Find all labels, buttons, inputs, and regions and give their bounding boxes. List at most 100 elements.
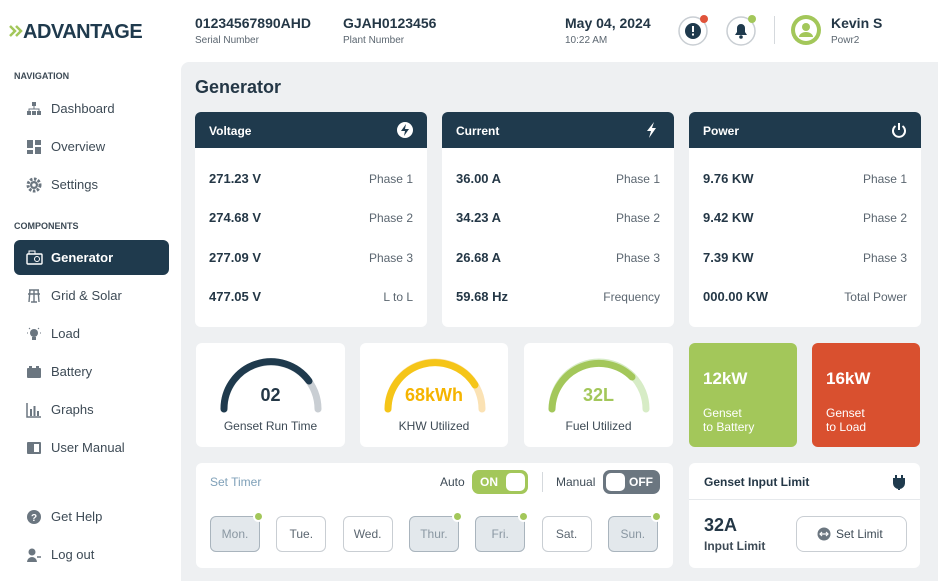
row-value: 9.76 KW: [703, 171, 754, 186]
gauge-card: 32L Fuel Utilized: [524, 343, 673, 447]
nav-label: Dashboard: [51, 101, 115, 116]
row-label: Phase 1: [368, 172, 413, 186]
nav-section-title: NAVIGATION: [14, 71, 70, 81]
gauge-value: 68kWh: [404, 385, 464, 405]
card-title: Current: [456, 124, 500, 138]
row-label: Frequency: [603, 289, 660, 304]
nav-label: Graphs: [51, 402, 94, 417]
icon: [26, 403, 41, 418]
nav-label: Overview: [51, 139, 106, 154]
nav-item-active[interactable]: Generator: [14, 240, 169, 275]
card-title: Voltage: [209, 124, 252, 138]
nav-item[interactable]: Battery: [14, 354, 169, 389]
nav-item[interactable]: Graphs: [14, 392, 169, 427]
row-label: Phase 2: [368, 211, 413, 226]
row-label: L to L: [383, 289, 413, 304]
input-limit-card: Genset Input Limit 32A Input Limit Set L…: [689, 463, 920, 568]
day-button[interactable]: Thur.: [408, 511, 463, 552]
nav-label: Generator: [51, 250, 114, 265]
toggle-label: Auto: [440, 475, 465, 489]
card-header: Current: [442, 112, 674, 148]
nav-label: Log out: [51, 547, 95, 562]
nav-item[interactable]: Overview: [14, 129, 169, 164]
row-value: 59.68 Hz: [456, 288, 509, 304]
day-label: Thur.: [420, 527, 448, 541]
day-label: Fri.: [491, 527, 509, 541]
gauge-label: KHW Utilized: [398, 419, 470, 433]
nav-item[interactable]: Dashboard: [14, 91, 169, 126]
serial-number: 01234567890AHD: [195, 15, 311, 31]
tile-label: to Load: [826, 420, 867, 434]
nav-item[interactable]: User Manual: [14, 430, 169, 465]
nav-label: Settings: [51, 177, 98, 192]
nav-item[interactable]: Settings: [14, 167, 169, 202]
day-button[interactable]: Mon.: [210, 511, 264, 552]
alert-button[interactable]: [676, 13, 712, 47]
tile-value: 16kW: [826, 369, 871, 388]
gauge-value: 32L: [582, 385, 615, 405]
row-label: Phase 3: [862, 250, 907, 265]
row-label: Phase 1: [615, 172, 660, 186]
card-icon: [647, 122, 656, 138]
gauge-value: 02: [260, 385, 281, 405]
active-dot: [253, 511, 264, 522]
avatar[interactable]: [790, 14, 822, 46]
brand: ADVANTAGE: [23, 21, 143, 43]
auto-toggle[interactable]: ON: [472, 470, 528, 494]
toggle-knob: [606, 473, 625, 491]
row-value: 36.00 A: [456, 171, 502, 186]
row-label: Phase 3: [368, 250, 413, 265]
day-button[interactable]: Wed.: [342, 516, 393, 552]
nav-item[interactable]: Grid & Solar: [14, 278, 169, 313]
toggle-state: OFF: [629, 475, 653, 489]
icon: [28, 289, 40, 303]
icon: ?: [27, 510, 41, 524]
day-button[interactable]: Sat.: [541, 516, 592, 552]
active-dot: [650, 511, 662, 522]
nav-label: Grid & Solar: [51, 288, 122, 303]
set-limit-button[interactable]: Set Limit: [796, 516, 907, 552]
plant-number: GJAH0123456: [343, 15, 437, 31]
nav-label: Get Help: [51, 509, 103, 524]
icon: [27, 366, 41, 378]
day-label: Tue.: [289, 527, 314, 541]
nav-item[interactable]: Load: [14, 316, 169, 351]
day-button[interactable]: Fri.: [475, 511, 530, 552]
card-title: Power: [703, 124, 740, 138]
day-button[interactable]: Sun.: [607, 511, 662, 552]
nav-item[interactable]: ? Get Help: [14, 499, 169, 534]
toggle-knob: [506, 473, 525, 491]
user-name: Kevin S: [831, 15, 883, 31]
icon: [27, 102, 41, 115]
input-limit-title: Genset Input Limit: [704, 475, 810, 489]
row-value: 26.68 A: [456, 249, 502, 265]
day-button[interactable]: Tue.: [276, 516, 327, 552]
gauge-label: Genset Run Time: [223, 419, 318, 433]
tile-label: Genset: [826, 406, 865, 420]
day-label: Wed.: [353, 527, 382, 541]
card-header: Voltage: [195, 112, 427, 148]
svg-text:?: ?: [31, 513, 37, 524]
row-value: 477.05 V: [209, 288, 262, 304]
gauge: [548, 358, 650, 413]
serial-label: Serial Number: [195, 35, 259, 46]
day-label: Mon.: [221, 527, 249, 541]
active-dot: [518, 511, 530, 522]
nav-item[interactable]: Log out: [14, 537, 169, 572]
nav-label: Load: [51, 326, 80, 341]
row-value: 277.09 V: [209, 249, 262, 265]
notification-button[interactable]: [724, 13, 760, 47]
tile-label: Genset: [703, 406, 742, 420]
icon: [27, 548, 41, 562]
gauge-label: Fuel Utilized: [565, 419, 632, 433]
card-icon: [397, 122, 413, 138]
day-label: Sat.: [555, 527, 578, 541]
row-label: Phase 1: [862, 172, 907, 186]
timer-card: Set Timer Auto ON Manual OFF Mon. Tue. Wed…: [196, 463, 673, 568]
time: 10:22 AM: [565, 35, 608, 46]
manual-toggle[interactable]: OFF: [603, 470, 660, 494]
logo-mark: [9, 25, 23, 37]
tile-label: to Battery: [703, 420, 755, 434]
tile: 16kW Genset to Load: [812, 343, 920, 447]
